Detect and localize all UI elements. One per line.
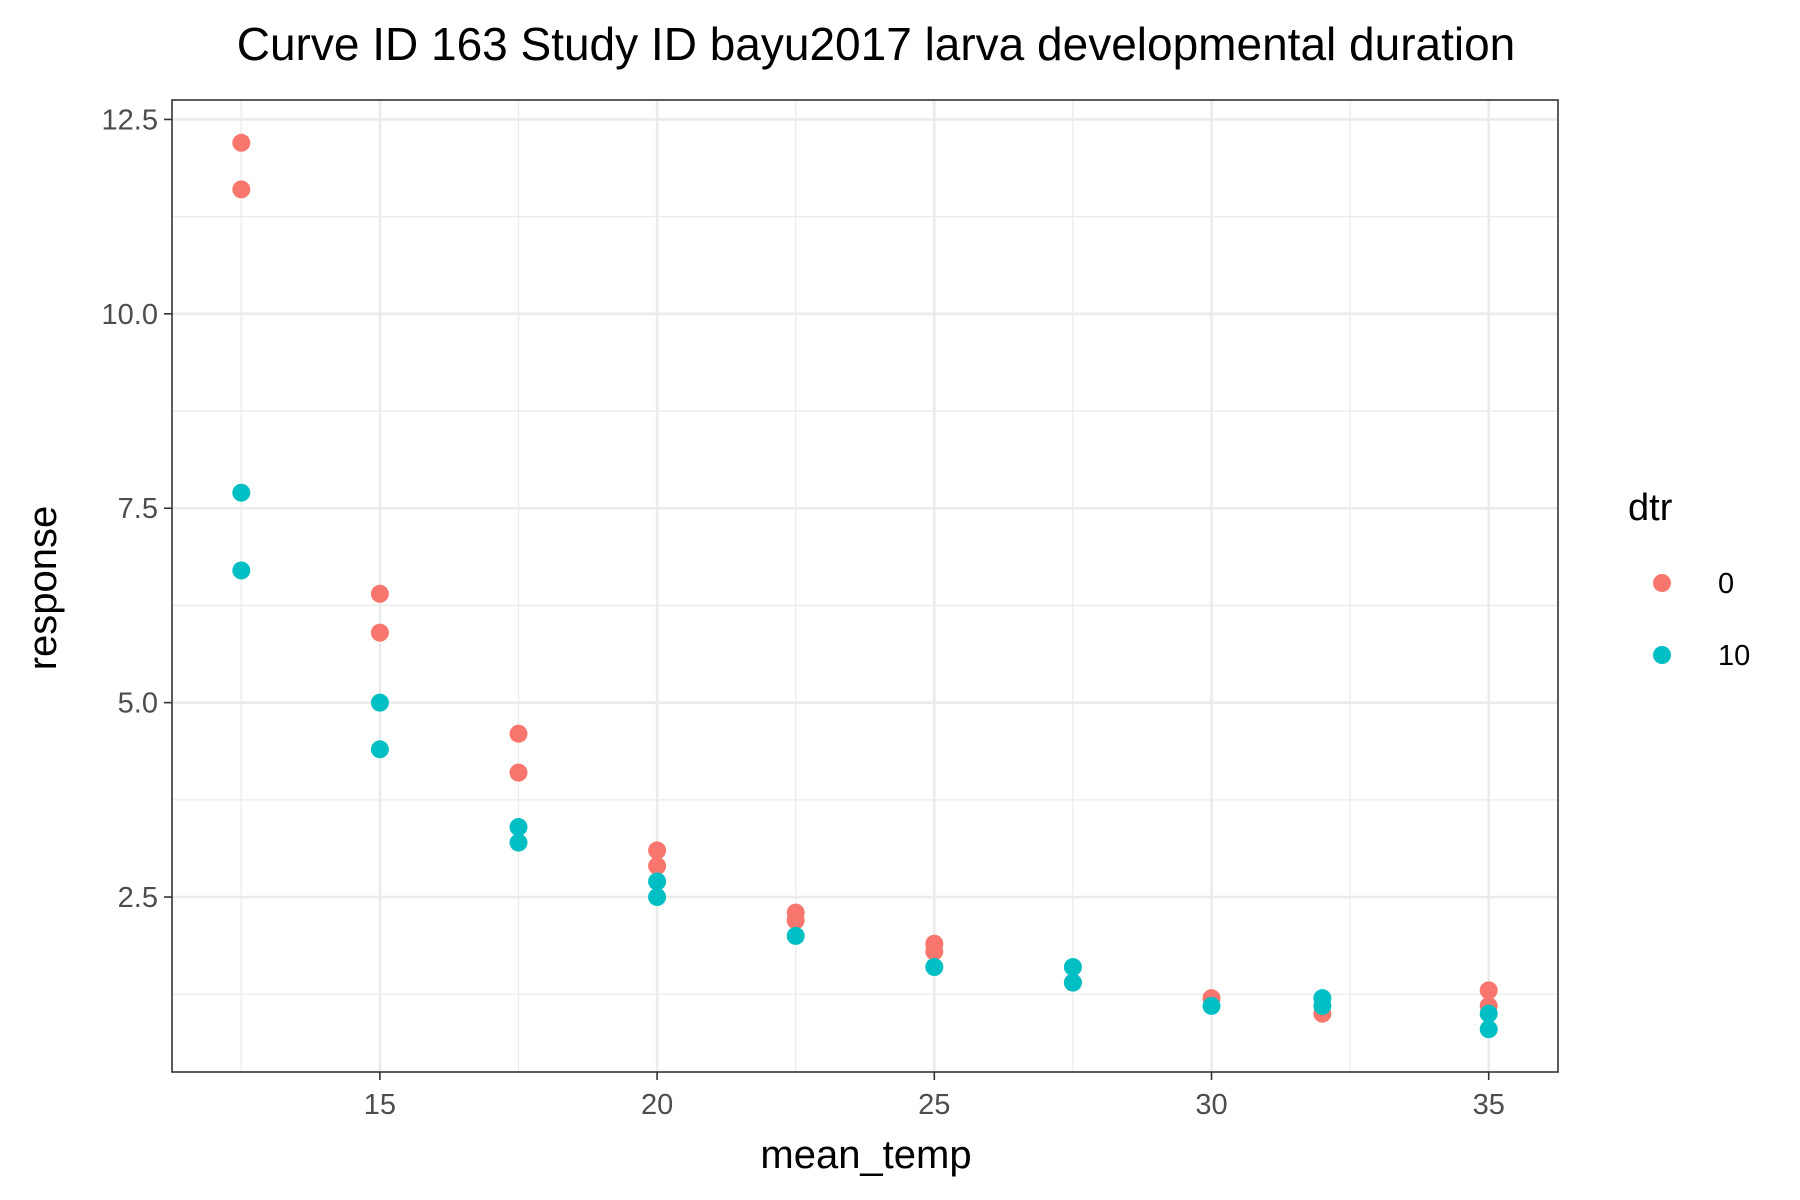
data-point-dtr-0	[648, 856, 667, 875]
y-tick-label: 7.5	[118, 493, 158, 525]
data-point-dtr-0	[509, 763, 528, 782]
legend-key-0	[1653, 574, 1671, 592]
legend-label-0: 0	[1718, 568, 1734, 600]
data-point-dtr-10	[1313, 996, 1332, 1015]
axis-ticks: 15 20 25 30 35 2.5 5.0 7.5 10.0 12.5	[102, 104, 1505, 1121]
data-point-dtr-10	[232, 561, 251, 580]
data-point-dtr-10	[786, 926, 805, 945]
data-point-dtr-10	[648, 872, 667, 891]
data-point-dtr-10	[370, 693, 389, 712]
x-tick-label: 20	[641, 1089, 673, 1121]
data-point-dtr-0	[648, 841, 667, 860]
legend-title: dtr	[1628, 487, 1673, 529]
data-point-dtr-10	[509, 833, 528, 852]
data-point-dtr-10	[648, 888, 667, 907]
x-tick-label: 15	[364, 1089, 396, 1121]
data-point-dtr-10	[925, 958, 944, 977]
data-point-dtr-10	[1063, 958, 1082, 977]
y-tick-label: 12.5	[102, 104, 158, 136]
chart-title: Curve ID 163 Study ID bayu2017 larva dev…	[237, 18, 1516, 70]
data-point-dtr-10	[1479, 1020, 1498, 1039]
x-tick-label: 35	[1473, 1089, 1505, 1121]
legend-label-10: 10	[1718, 640, 1750, 672]
x-axis-title: mean_temp	[760, 1133, 971, 1177]
plot-panel: 15 20 25 30 35 2.5 5.0 7.5 10.0 12.5	[102, 99, 1559, 1121]
panel-border	[171, 99, 1559, 1073]
data-point-dtr-0	[370, 584, 389, 603]
data-point-dtr-0	[509, 724, 528, 743]
data-point-dtr-0	[232, 180, 251, 199]
legend: dtr 0 10	[1628, 487, 1750, 672]
y-tick-label: 10.0	[102, 299, 158, 331]
y-tick-label: 5.0	[118, 688, 158, 720]
data-point-dtr-0	[786, 911, 805, 930]
x-tick-label: 25	[918, 1089, 950, 1121]
legend-key-10	[1653, 646, 1671, 664]
data-point-dtr-10	[370, 740, 389, 759]
data-point-dtr-0	[1479, 981, 1498, 1000]
data-point-dtr-0	[370, 623, 389, 642]
data-point-dtr-10	[1202, 996, 1221, 1015]
data-point-dtr-10	[509, 818, 528, 837]
data-point-dtr-0	[925, 942, 944, 961]
data-point-dtr-10	[1479, 1004, 1498, 1023]
data-point-dtr-10	[232, 483, 251, 502]
x-tick-label: 30	[1195, 1089, 1227, 1121]
y-axis-title: response	[21, 506, 65, 671]
data-points	[232, 133, 1498, 1039]
y-tick-label: 2.5	[118, 882, 158, 914]
grid-lines	[172, 100, 1558, 1072]
data-point-dtr-10	[1063, 973, 1082, 992]
data-point-dtr-0	[232, 133, 251, 152]
legend-entries: 0 10	[1653, 568, 1750, 672]
